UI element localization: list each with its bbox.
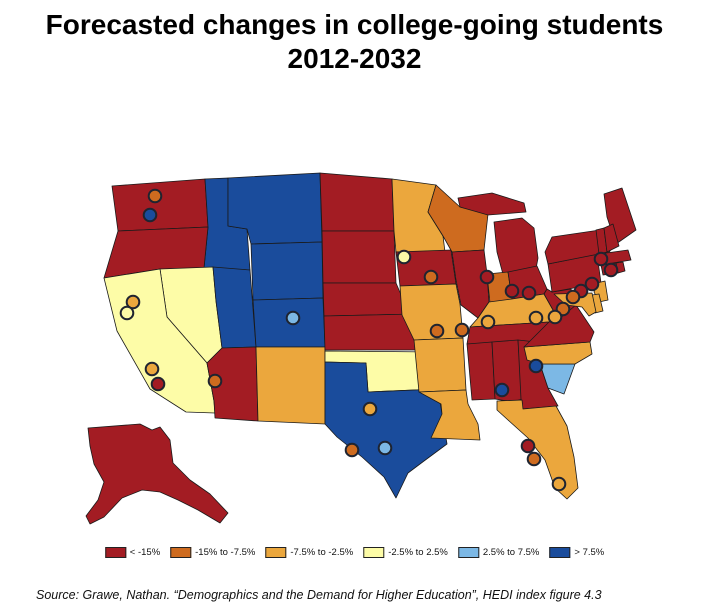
- state-NH: [603, 223, 620, 253]
- city-marker: [150, 376, 166, 392]
- state-WA: [111, 178, 209, 232]
- legend-item: 2.5% to 7.5%: [457, 547, 540, 558]
- state-TX: [324, 361, 448, 499]
- legend-label: -7.5% to -2.5%: [290, 547, 354, 558]
- state-AR: [413, 337, 467, 393]
- state-MI: [457, 192, 527, 216]
- legend-swatch: [265, 547, 287, 558]
- legend: < -15% -15% to -7.5% -7.5% to -2.5% -2.5% t…: [104, 547, 604, 558]
- city-marker: [344, 442, 360, 458]
- legend-swatch: [104, 547, 126, 558]
- state-WY: [250, 241, 324, 301]
- city-marker: [207, 373, 223, 389]
- chart-title-line1: Forecasted changes in college-going stud…: [45, 9, 664, 40]
- source-citation: Source: Grawe, Nathan. “Demographics and…: [36, 588, 602, 602]
- state-MS: [466, 341, 496, 401]
- city-marker: [125, 294, 141, 310]
- city-marker: [520, 438, 536, 454]
- state-FL: [496, 399, 579, 500]
- legend-label: -15% to -7.5%: [195, 547, 256, 558]
- legend-item: -7.5% to -2.5%: [265, 547, 353, 558]
- city-marker: [584, 276, 600, 292]
- city-marker: [147, 188, 163, 204]
- city-marker: [479, 269, 495, 285]
- city-marker: [142, 207, 158, 223]
- city-marker: [547, 309, 563, 325]
- city-marker: [144, 361, 160, 377]
- legend-swatch: [549, 547, 571, 558]
- city-marker: [521, 285, 537, 301]
- city-marker: [423, 269, 439, 285]
- legend-item: -2.5% to 2.5%: [363, 547, 448, 558]
- city-marker: [429, 323, 445, 339]
- legend-swatch: [170, 547, 192, 558]
- chart-title: Forecasted changes in college-going stud…: [0, 8, 709, 76]
- state-LA: [418, 389, 481, 441]
- state-AK: [85, 423, 229, 525]
- legend-label: < -15%: [129, 547, 161, 558]
- legend-label: -2.5% to 2.5%: [388, 547, 448, 558]
- legend-swatch: [363, 547, 385, 558]
- legend-item: -15% to -7.5%: [170, 547, 255, 558]
- state-ND: [319, 172, 395, 232]
- legend-item: > 7.5%: [549, 547, 604, 558]
- chart-title-line2: 2012-2032: [287, 43, 422, 74]
- city-marker: [119, 305, 135, 321]
- legend-label: > 7.5%: [574, 547, 605, 558]
- legend-swatch: [457, 547, 479, 558]
- state-NM: [255, 346, 326, 425]
- legend-label: 2.5% to 7.5%: [482, 547, 540, 558]
- city-marker: [377, 440, 393, 456]
- city-marker: [396, 249, 412, 265]
- city-marker: [593, 251, 609, 267]
- legend-item: < -15%: [104, 547, 161, 558]
- city-marker: [480, 314, 496, 330]
- city-marker: [454, 322, 470, 338]
- city-marker: [504, 283, 520, 299]
- city-marker: [526, 451, 542, 467]
- state-SD: [321, 230, 397, 284]
- city-marker: [362, 401, 378, 417]
- city-marker: [551, 476, 567, 492]
- city-marker: [528, 310, 544, 326]
- city-marker: [603, 262, 619, 278]
- city-marker: [285, 310, 301, 326]
- city-marker: [565, 289, 581, 305]
- city-marker: [528, 358, 544, 374]
- city-marker: [494, 382, 510, 398]
